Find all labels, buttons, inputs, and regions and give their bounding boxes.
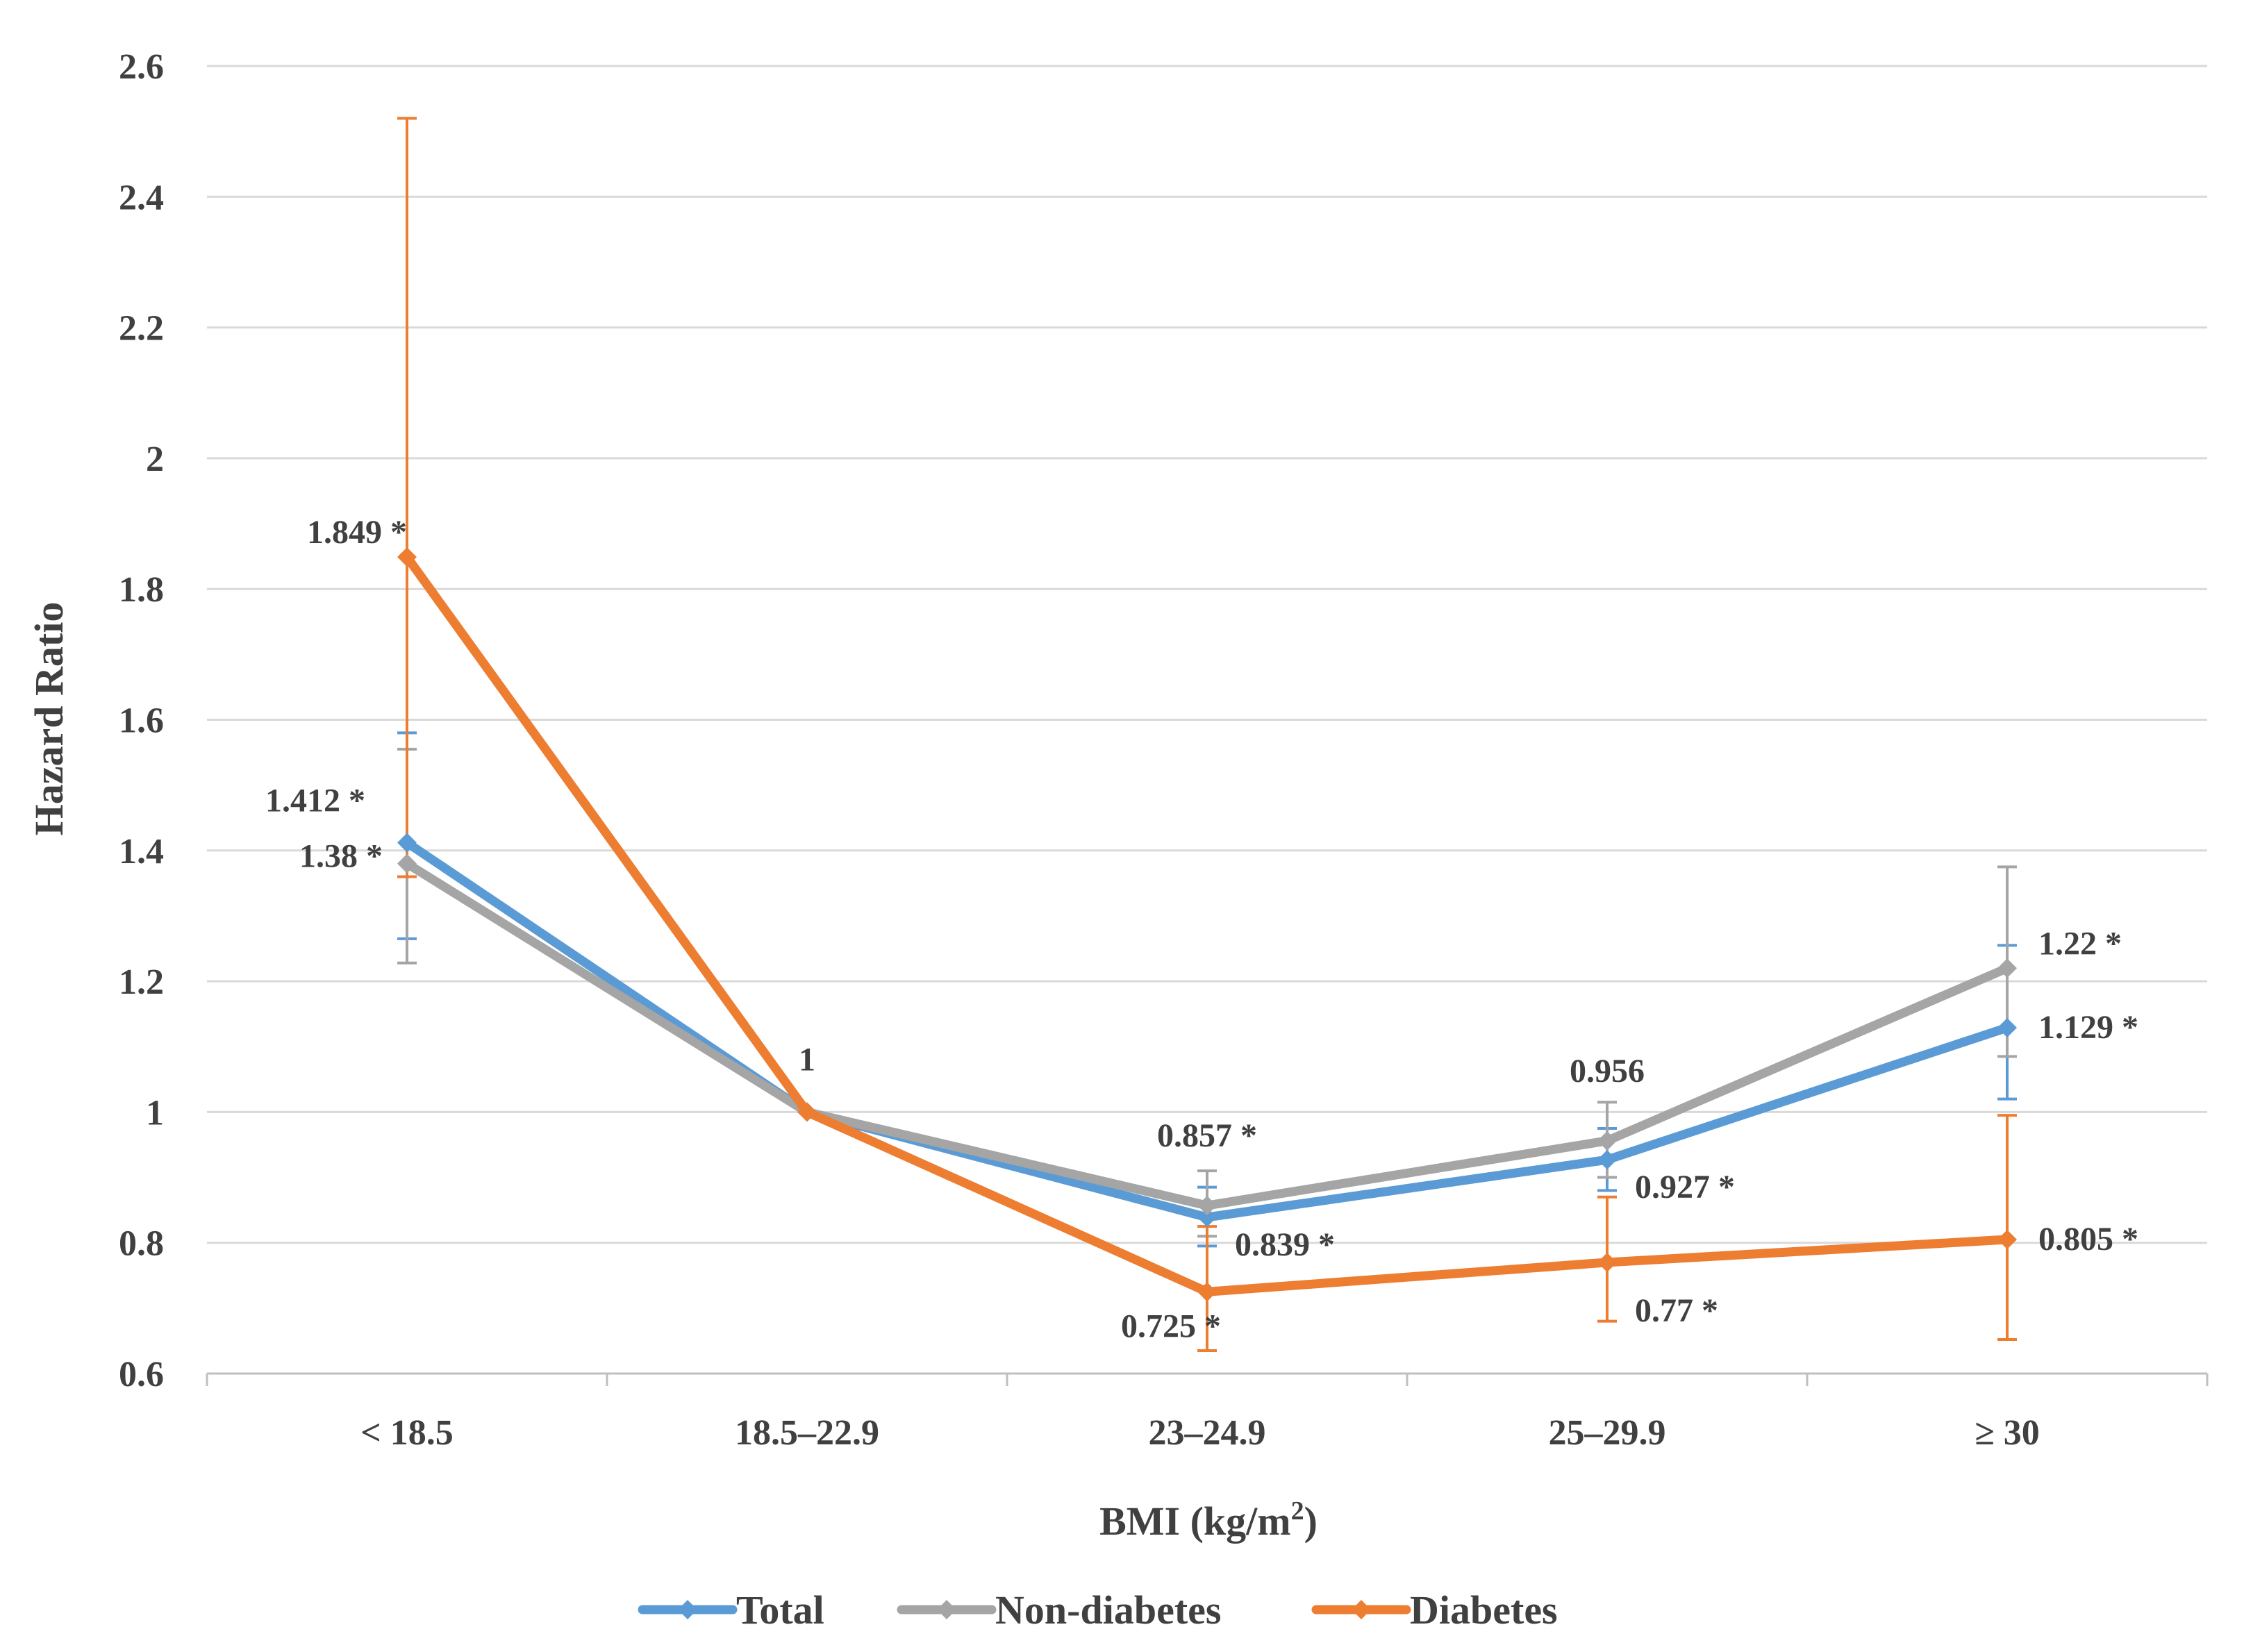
data-label: 1.412 * bbox=[265, 783, 365, 819]
x-tick-label: 25–29.9 bbox=[1549, 1413, 1666, 1453]
data-point-marker bbox=[1597, 1150, 1617, 1170]
data-label: 1 bbox=[799, 1041, 815, 1078]
y-tick-label: 2.4 bbox=[119, 178, 164, 217]
data-label: 1.38 * bbox=[299, 838, 383, 875]
data-label: 1.129 * bbox=[2038, 1009, 2138, 1046]
legend-marker bbox=[937, 1600, 956, 1619]
data-point-marker bbox=[1997, 1017, 2017, 1037]
data-point-marker bbox=[397, 833, 417, 853]
series-lines bbox=[397, 547, 2017, 1302]
y-tick-label: 1.4 bbox=[119, 832, 164, 871]
legend-label: Total bbox=[736, 1587, 824, 1633]
data-labels: 1.412 * 0.839 * 0.927 * 1.129 * 1.38 * 1 0.857… bbox=[265, 514, 2138, 1344]
y-tick-label: 0.6 bbox=[119, 1355, 164, 1394]
data-label: 0.805 * bbox=[2038, 1221, 2138, 1258]
y-axis-ticks: 0.6 0.8 1 1.2 1.4 1.6 1.8 2 2.2 2.4 2.6 bbox=[119, 47, 164, 1394]
y-tick-label: 2.2 bbox=[119, 309, 164, 349]
data-label: 1.22 * bbox=[2038, 925, 2122, 962]
y-tick-label: 1.2 bbox=[119, 962, 164, 1002]
y-tick-label: 2.6 bbox=[119, 47, 164, 87]
data-point-marker bbox=[397, 853, 417, 874]
y-tick-label: 2 bbox=[146, 440, 164, 479]
data-label: 1.849 * bbox=[307, 514, 407, 551]
data-point-marker bbox=[1597, 1130, 1617, 1151]
legend-marker bbox=[678, 1600, 697, 1619]
data-label: 0.857 * bbox=[1157, 1117, 1257, 1154]
y-tick-label: 1.8 bbox=[119, 570, 164, 610]
data-point-marker bbox=[397, 547, 417, 567]
data-label: 0.839 * bbox=[1235, 1226, 1335, 1263]
data-point-marker bbox=[1197, 1207, 1217, 1227]
data-point-marker bbox=[1997, 958, 2017, 978]
x-tick-label: < 18.5 bbox=[360, 1413, 454, 1453]
x-axis-title: BMI (kg/m2) bbox=[1099, 1496, 1318, 1544]
data-point-marker bbox=[1197, 1196, 1217, 1216]
data-point-marker bbox=[797, 1102, 817, 1122]
data-point-marker bbox=[1997, 1229, 2017, 1249]
gridlines bbox=[207, 65, 2207, 1244]
data-label: 0.927 * bbox=[1635, 1169, 1735, 1205]
legend-marker bbox=[1352, 1600, 1371, 1619]
legend-label: Diabetes bbox=[1410, 1587, 1558, 1633]
legend-label: Non-diabetes bbox=[995, 1587, 1221, 1633]
x-tick-label: ≥ 30 bbox=[1975, 1413, 2040, 1453]
data-label: 0.77 * bbox=[1635, 1292, 1718, 1329]
data-point-marker bbox=[1197, 1282, 1217, 1302]
x-tick-label: 23–24.9 bbox=[1149, 1413, 1266, 1453]
y-axis-title: Hazard Ratio bbox=[26, 602, 72, 836]
data-point-marker bbox=[1597, 1252, 1617, 1272]
y-tick-label: 0.8 bbox=[119, 1224, 164, 1264]
series-line bbox=[402, 838, 2012, 1222]
x-axis-title-close: ) bbox=[1304, 1499, 1318, 1544]
y-tick-label: 1 bbox=[146, 1093, 164, 1133]
error-bars bbox=[397, 117, 2017, 1353]
data-label: 0.956 bbox=[1570, 1053, 1645, 1090]
series-line bbox=[402, 859, 2012, 1210]
x-axis: < 18.5 18.5–22.9 23–24.9 25–29.9 ≥ 30 bbox=[206, 1372, 2209, 1453]
legend: Total Non-diabetes Diabetes bbox=[638, 1587, 1558, 1633]
x-tick-label: 18.5–22.9 bbox=[735, 1413, 879, 1453]
y-tick-label: 1.6 bbox=[119, 701, 164, 741]
x-axis-title-sup: 2 bbox=[1291, 1496, 1304, 1526]
data-label: 0.725 * bbox=[1121, 1308, 1221, 1344]
x-axis-title-main: BMI (kg/m bbox=[1099, 1499, 1291, 1544]
